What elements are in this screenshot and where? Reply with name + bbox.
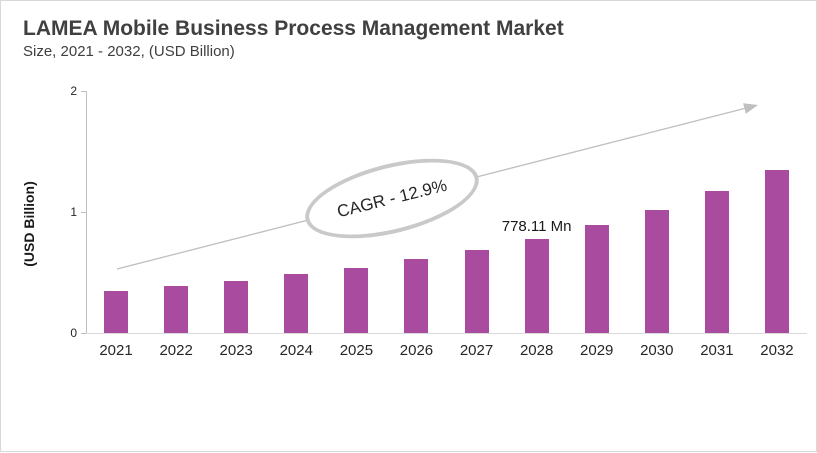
bar-2027 — [464, 250, 489, 333]
bar-2026 — [404, 259, 429, 333]
x-tick-label-2026: 2026 — [399, 342, 434, 359]
x-tick-label-2023: 2023 — [219, 342, 253, 359]
y-tick-label-2: 2 — [70, 84, 77, 98]
x-tick-label-2024: 2024 — [279, 342, 313, 359]
bar-2031 — [704, 191, 729, 333]
x-tick-label-2022: 2022 — [159, 342, 193, 359]
x-tick-label-2030: 2030 — [640, 342, 674, 359]
y-tick-mark-0 — [81, 333, 86, 334]
chart-subtitle: Size, 2021 - 2032, (USD Billion) — [23, 43, 235, 60]
x-tick-label-2027: 2027 — [459, 342, 494, 359]
chart-header: LAMEA Mobile Business Process Management… — [23, 17, 564, 60]
x-tick-label-2028: 2028 — [519, 342, 554, 359]
cagr-annotation-label: CAGR - 12.9% — [335, 175, 449, 221]
x-tick-label-2021: 2021 — [99, 342, 133, 359]
chart-title: LAMEA Mobile Business Process Management… — [23, 17, 564, 40]
bar-2022 — [164, 286, 189, 333]
arrow-head-icon — [743, 103, 758, 114]
bar-data-label: 778.11 Mn — [501, 218, 572, 235]
bar-2025 — [344, 268, 369, 333]
y-tick-label-0: 0 — [70, 326, 77, 340]
x-tick-label-2025: 2025 — [339, 342, 374, 359]
x-tick-label-2031: 2031 — [700, 342, 734, 359]
x-tick-label-2029: 2029 — [580, 342, 614, 359]
bar-2030 — [644, 210, 669, 333]
y-tick-label-1: 1 — [70, 205, 77, 219]
bar-2024 — [284, 274, 309, 333]
bar-2023 — [224, 281, 249, 333]
y-axis-line — [86, 91, 87, 334]
bar-2021 — [104, 291, 129, 333]
y-tick-mark-2 — [81, 91, 86, 92]
bar-2032 — [764, 170, 789, 333]
bar-2029 — [584, 225, 609, 333]
x-tick-label-2032: 2032 — [760, 342, 794, 359]
bar-2028 — [524, 239, 549, 333]
x-axis-line — [86, 333, 807, 334]
y-tick-mark-1 — [81, 212, 86, 213]
